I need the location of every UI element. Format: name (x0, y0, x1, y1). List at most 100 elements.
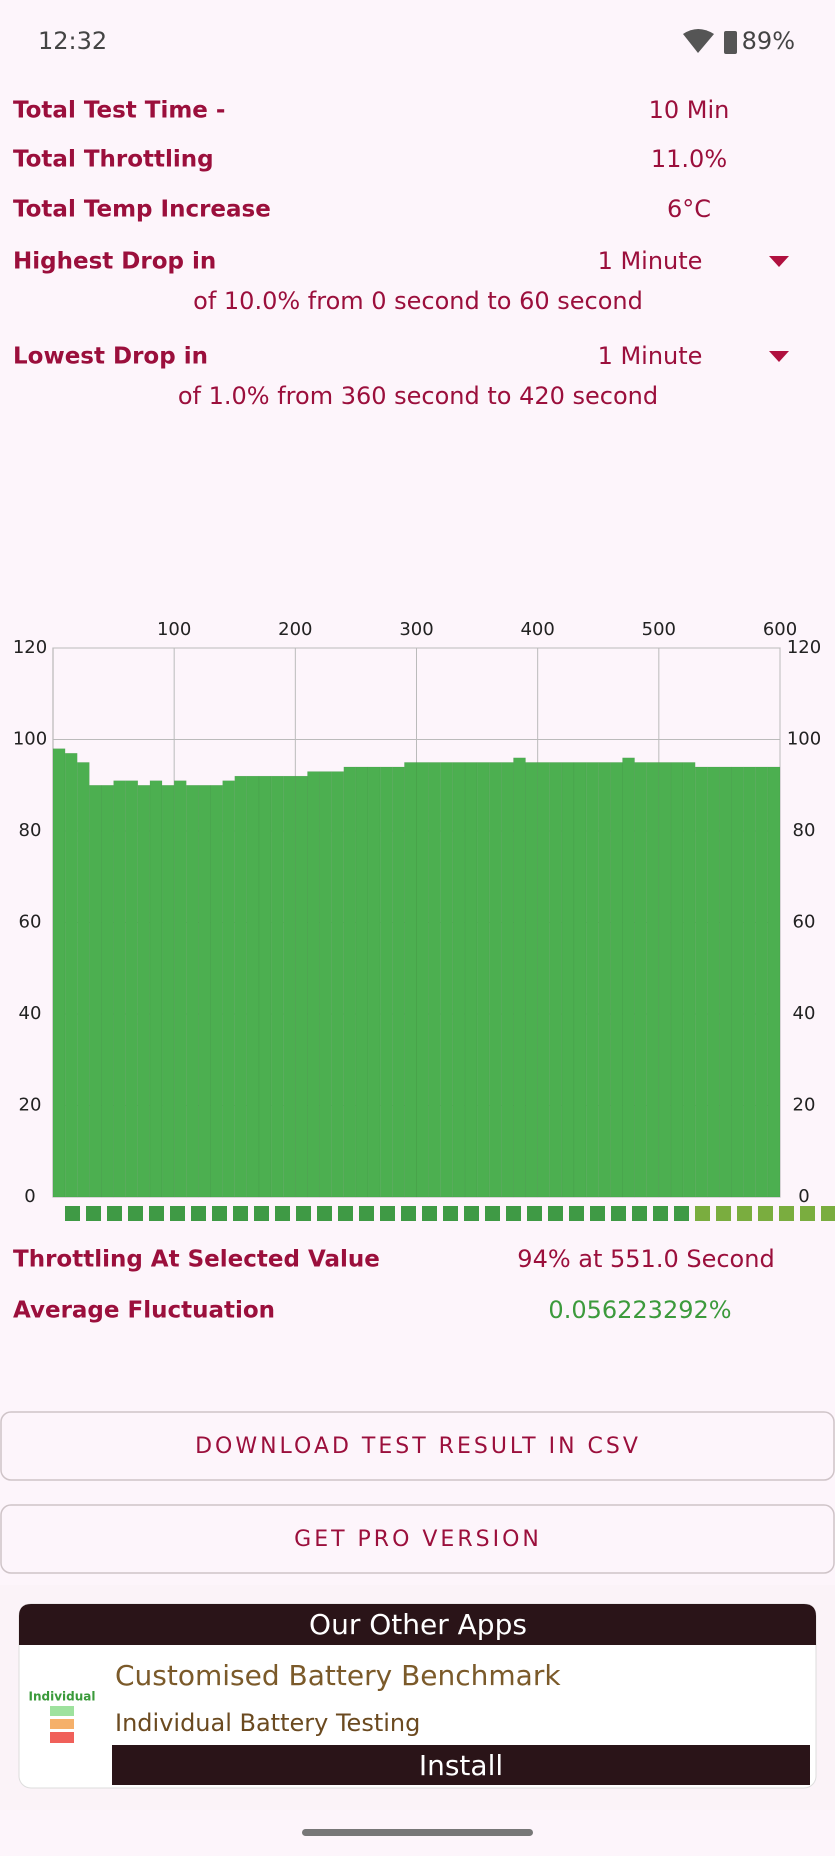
dropdown-arrow[interactable] (769, 256, 789, 267)
bar (707, 766, 720, 1198)
stat-value: 11.0% (651, 145, 727, 173)
button-label[interactable]: GET PRO VERSION (294, 1527, 542, 1552)
bar (113, 780, 126, 1198)
drop-label: Highest Drop in (13, 249, 216, 275)
stat-label: Total Throttling (13, 147, 214, 173)
page-indicator (716, 1206, 731, 1221)
page-indicator (464, 1206, 479, 1221)
bar (186, 785, 199, 1198)
result-label: Throttling At Selected Value (13, 1247, 380, 1273)
app-icon (50, 1706, 74, 1716)
bar (743, 766, 757, 1198)
page-indicator (275, 1206, 290, 1221)
bar (719, 766, 732, 1198)
result-label: Average Fluctuation (13, 1298, 275, 1324)
drop-period[interactable]: 1 Minute (598, 342, 703, 370)
page-indicator (296, 1206, 311, 1221)
page-indicator (86, 1206, 101, 1221)
page-indicator (65, 1206, 80, 1221)
drop-period[interactable]: 1 Minute (598, 247, 703, 275)
bar (428, 762, 441, 1198)
bar (222, 780, 235, 1198)
page-indicator (779, 1206, 794, 1221)
bar (161, 785, 175, 1198)
drop-label: Lowest Drop in (13, 344, 208, 370)
y-tick-label: 40 (19, 1003, 42, 1024)
bar (258, 775, 272, 1198)
bar (307, 771, 320, 1198)
card-header (19, 1604, 816, 1645)
bar (694, 766, 708, 1198)
y-tick-label: 20 (19, 1095, 42, 1116)
bar (149, 780, 163, 1198)
page-indicator (212, 1206, 227, 1221)
bar (270, 775, 284, 1198)
page-indicator (632, 1206, 647, 1221)
install-button[interactable] (112, 1745, 810, 1785)
bar (573, 762, 587, 1198)
bar (513, 757, 526, 1198)
stat-value: 10 Min (649, 96, 730, 124)
app-icon (50, 1719, 74, 1729)
y-tick-label: 100 (787, 729, 821, 750)
bar (234, 775, 248, 1198)
app-title[interactable]: Customised Battery Benchmark (115, 1659, 561, 1692)
bar (767, 766, 781, 1198)
page-indicator (128, 1206, 143, 1221)
bar (246, 775, 260, 1198)
page-indicator (254, 1206, 269, 1221)
x-tick-label: 300 (399, 619, 433, 640)
bar (646, 762, 660, 1198)
app-icon-label: Individual (29, 1690, 96, 1704)
bar (537, 762, 551, 1198)
bar (392, 766, 405, 1198)
bar (488, 762, 502, 1198)
button-label[interactable]: DOWNLOAD TEST RESULT IN CSV (195, 1434, 641, 1459)
bar (319, 771, 332, 1198)
stat-label: Total Test Time - (13, 98, 225, 124)
x-tick-label: 500 (642, 619, 676, 640)
bar (404, 762, 417, 1198)
page-indicator (695, 1206, 710, 1221)
bar (416, 762, 429, 1198)
status-time: 12:32 (38, 27, 107, 55)
bar (173, 780, 187, 1198)
bar (731, 766, 744, 1198)
wifi-icon (683, 29, 714, 53)
button[interactable] (0, 1504, 835, 1574)
bar (622, 757, 635, 1198)
bar (355, 766, 369, 1198)
bar (440, 762, 454, 1198)
page-indicator (800, 1206, 815, 1221)
y-tick-label: 100 (13, 729, 47, 750)
bar (598, 762, 611, 1198)
y-tick-label: 120 (787, 637, 821, 658)
page-indicator (338, 1206, 353, 1221)
bar (331, 771, 345, 1198)
drop-detail: of 1.0% from 360 second to 420 second (178, 382, 658, 410)
battery-icon (724, 31, 737, 54)
app-icon (50, 1732, 74, 1743)
bar (64, 752, 78, 1198)
page-indicator (317, 1206, 332, 1221)
y-tick-label: 60 (19, 912, 42, 933)
result-value: 94% at 551.0 Second (517, 1245, 774, 1273)
bar (125, 780, 139, 1198)
bar (610, 762, 623, 1198)
bar (452, 762, 466, 1198)
button[interactable] (0, 1411, 835, 1481)
bar (137, 785, 151, 1198)
bar (295, 775, 308, 1198)
bar (464, 762, 478, 1198)
home-indicator[interactable] (302, 1829, 533, 1836)
y-tick-label: 80 (19, 820, 42, 841)
y-tick-label: 0 (798, 1186, 809, 1207)
chart[interactable]: 0 0 20 20 40 40 60 60 80 80 100 100 120 120 100 200 300 4… (13, 619, 835, 1221)
dropdown-arrow[interactable] (769, 351, 789, 362)
result-value: 0.056223292% (548, 1296, 731, 1324)
drop-detail: of 10.0% from 0 second to 60 second (193, 287, 643, 315)
y-tick-label: 0 (24, 1186, 35, 1207)
bar (210, 785, 223, 1198)
install-label[interactable]: Install (419, 1749, 503, 1782)
